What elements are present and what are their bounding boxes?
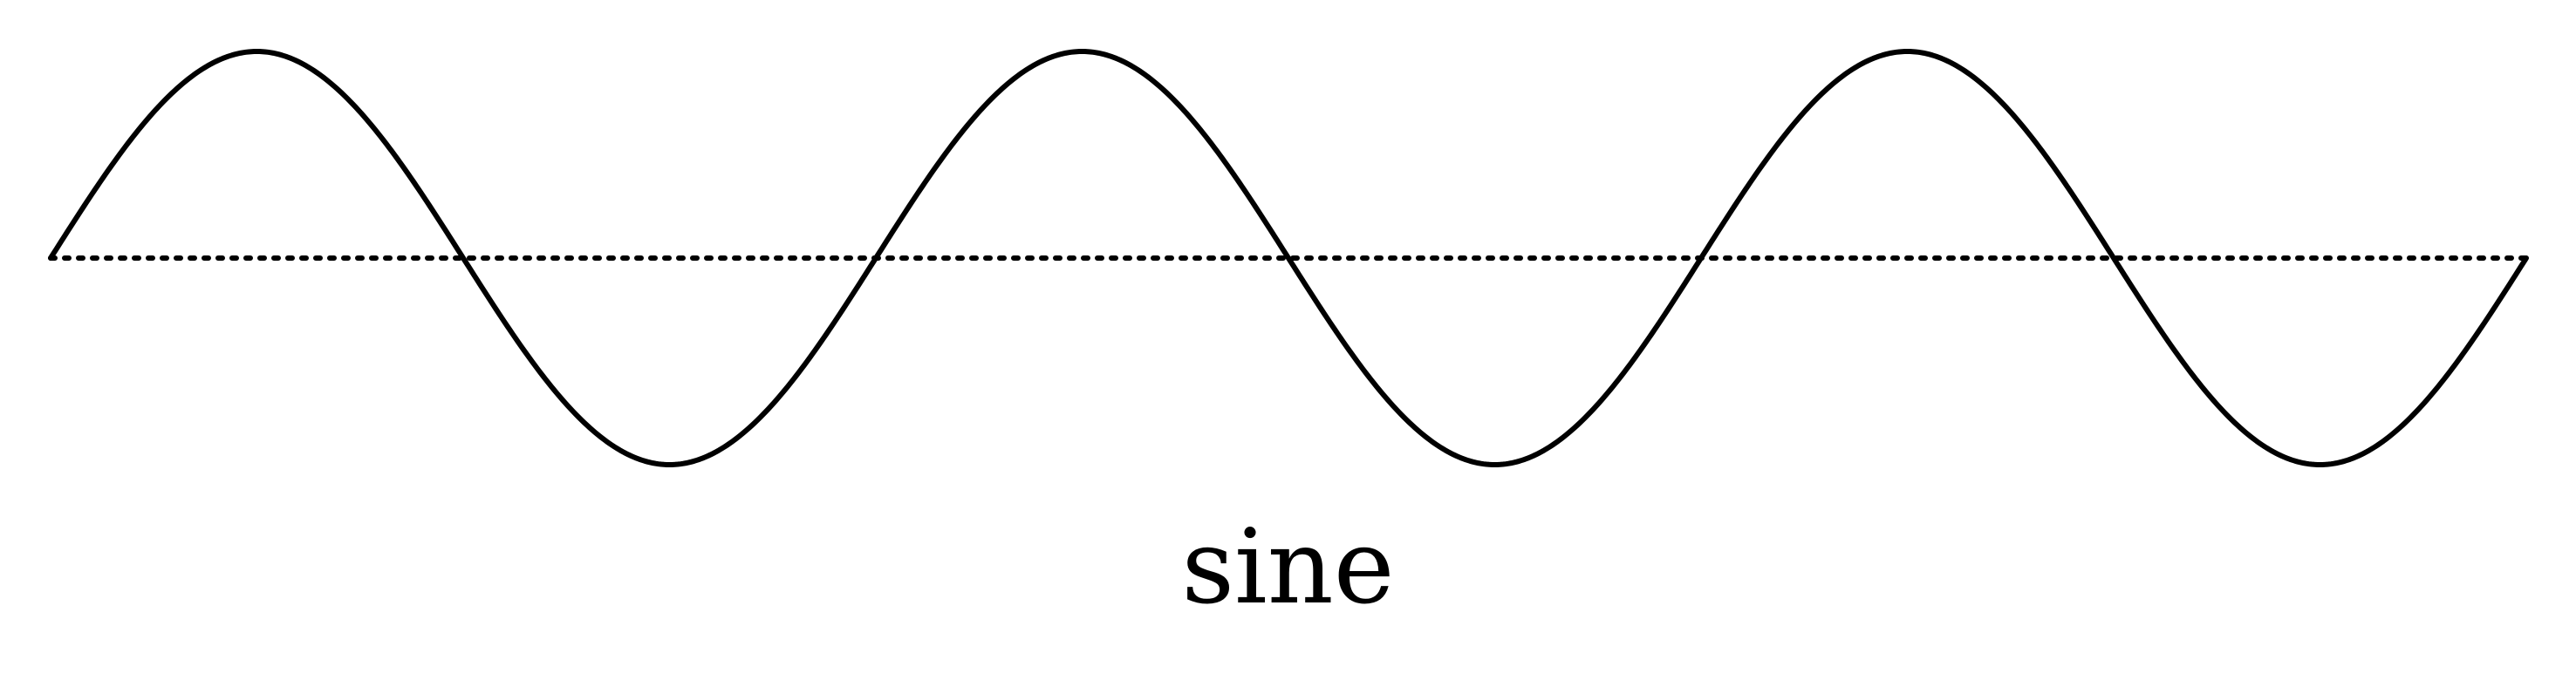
diagram-caption: sine <box>1181 507 1395 627</box>
sine-wave-curve <box>48 49 2529 467</box>
